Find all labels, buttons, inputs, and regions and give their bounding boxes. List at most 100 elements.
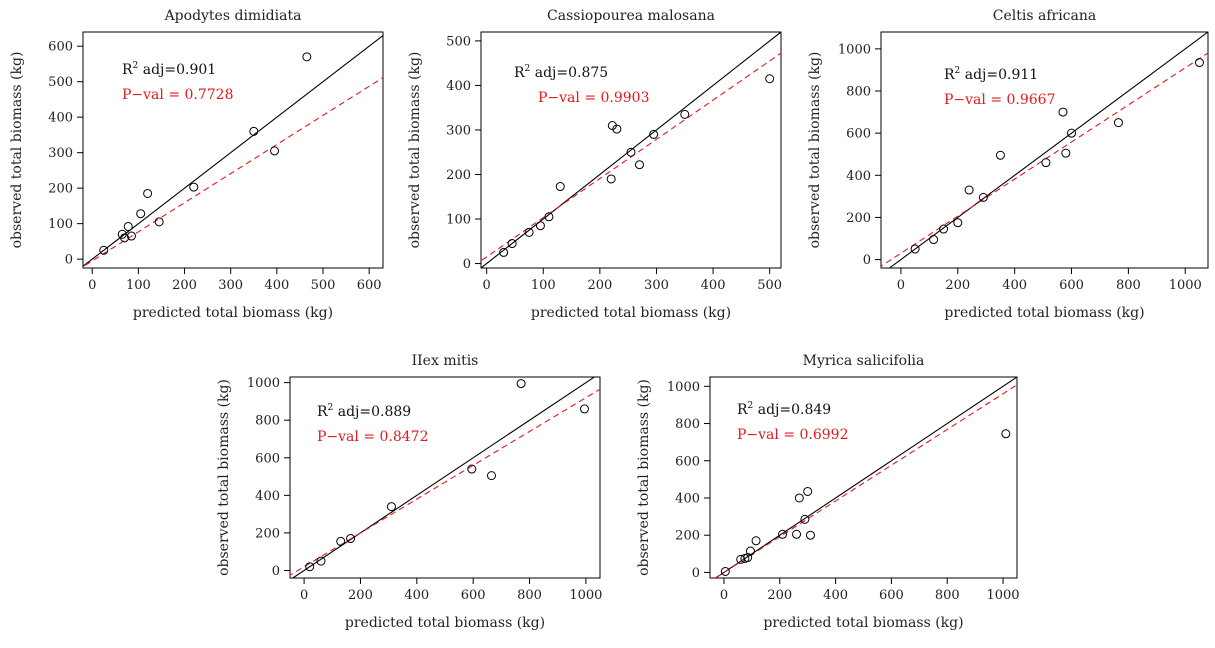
x-tick-label: 600: [879, 588, 904, 603]
x-tick-label: 200: [945, 278, 970, 293]
x-tick-label: 0: [88, 278, 96, 293]
fit-line: [881, 52, 1208, 267]
y-axis-label: observed total biomass (kg): [407, 52, 423, 249]
data-point: [720, 566, 730, 576]
data-point: [154, 217, 164, 227]
x-tick-label: 0: [300, 588, 308, 603]
data-point: [580, 404, 589, 414]
x-tick-label: 200: [587, 278, 612, 293]
panel-3: Celtis africana 0 200 400 600 800 1000 0 200 400 6…: [807, 8, 1209, 321]
y-axis-label: observed total biomass (kg): [9, 52, 25, 249]
data-point: [736, 554, 746, 564]
data-point: [1113, 118, 1123, 128]
x-axis-label: predicted total biomass (kg): [133, 305, 333, 321]
x-tick-label: 1000: [986, 588, 1019, 603]
x-tick-label: 600: [1059, 278, 1084, 293]
x-tick-label: 0: [483, 278, 491, 293]
r2-annotation: R2 adj=0.911: [944, 66, 1038, 83]
data-point: [1061, 148, 1071, 158]
data-point: [535, 221, 545, 231]
y-tick-label: 0: [463, 257, 471, 272]
data-point: [805, 530, 815, 540]
y-tick-label: 500: [48, 75, 73, 90]
pval-annotation: P−val = 0.6992: [737, 427, 849, 443]
data-point: [99, 245, 109, 255]
y-tick-label: 200: [48, 182, 73, 197]
y-tick-label: 1000: [247, 376, 280, 391]
data-point: [606, 174, 616, 184]
panel-5: Myrica salicifolia 0 200 400 600 800 1000 0 200 4…: [636, 353, 1020, 631]
y-tick-label: 500: [446, 34, 471, 49]
x-tick-label: 1000: [1169, 278, 1202, 293]
data-point: [964, 185, 974, 195]
data-point: [123, 221, 133, 231]
x-tick-label: 300: [218, 278, 243, 293]
x-tick-label: 400: [264, 278, 289, 293]
r2-annotation: R2 adj=0.849: [737, 401, 831, 418]
data-point: [634, 160, 644, 170]
x-tick-label: 400: [701, 278, 726, 293]
y-tick-label: 600: [48, 40, 73, 55]
data-point: [800, 514, 810, 524]
pval-annotation: P−val = 0.9903: [538, 90, 650, 106]
data-point: [126, 231, 136, 241]
data-point: [544, 212, 554, 222]
one-to-one-line: [888, 32, 1208, 268]
x-axis-label: predicted total biomass (kg): [944, 305, 1144, 321]
plot-frame: [480, 31, 782, 269]
x-tick-label: 0: [720, 588, 728, 603]
x-tick-label: 600: [461, 588, 486, 603]
data-point: [745, 546, 755, 556]
y-tick-label: 300: [48, 146, 73, 161]
chart-title: Myrica salicifolia: [803, 353, 925, 369]
data-point: [953, 218, 963, 228]
x-tick-label: 400: [823, 588, 848, 603]
x-tick-label: 200: [767, 588, 792, 603]
data-point: [507, 239, 517, 249]
y-tick-label: 400: [48, 111, 73, 126]
fit-line: [714, 384, 1017, 578]
data-point: [1194, 58, 1204, 68]
plot-frame: [880, 31, 1209, 269]
chart-title: Apodytes dimidiata: [164, 8, 302, 24]
y-tick-label: 0: [65, 253, 73, 268]
y-tick-label: 1000: [838, 42, 871, 57]
data-point: [302, 52, 312, 62]
y-axis-label: observed total biomass (kg): [636, 379, 652, 576]
x-tick-label: 400: [1002, 278, 1027, 293]
data-point: [270, 146, 280, 156]
panel-4: IIex mitis 0 200 400 600 800 1000 0 200 400 600 800…: [216, 353, 602, 631]
data-point: [803, 486, 813, 496]
y-axis-label: observed total biomass (kg): [807, 52, 823, 249]
one-to-one-line: [481, 32, 781, 268]
x-tick-label: 800: [517, 588, 542, 603]
one-to-one-line: [291, 377, 596, 578]
data-point: [751, 536, 761, 546]
x-tick-label: 200: [348, 588, 373, 603]
data-point: [555, 182, 565, 192]
chart-title: Celtis africana: [993, 8, 1096, 24]
r2-annotation: R2 adj=0.875: [514, 64, 608, 81]
plot-frame: [82, 31, 384, 269]
x-tick-label: 1000: [569, 588, 602, 603]
y-tick-label: 200: [846, 211, 871, 226]
chart-title: IIex mitis: [412, 353, 479, 369]
y-tick-label: 100: [446, 213, 471, 228]
data-point: [1067, 128, 1077, 138]
x-tick-label: 400: [404, 588, 429, 603]
y-tick-label: 800: [846, 85, 871, 100]
data-point: [939, 224, 949, 234]
y-tick-label: 300: [446, 123, 471, 138]
y-tick-label: 1000: [667, 380, 700, 395]
data-point: [1058, 107, 1068, 117]
x-axis-label: predicted total biomass (kg): [531, 305, 731, 321]
data-point: [778, 529, 788, 539]
y-tick-label: 200: [255, 526, 280, 541]
y-tick-label: 400: [255, 489, 280, 504]
y-tick-label: 200: [675, 529, 700, 544]
x-axis-label: predicted total biomass (kg): [345, 615, 545, 631]
data-point: [1001, 429, 1011, 439]
fit-line: [83, 76, 383, 268]
data-point: [978, 192, 988, 202]
